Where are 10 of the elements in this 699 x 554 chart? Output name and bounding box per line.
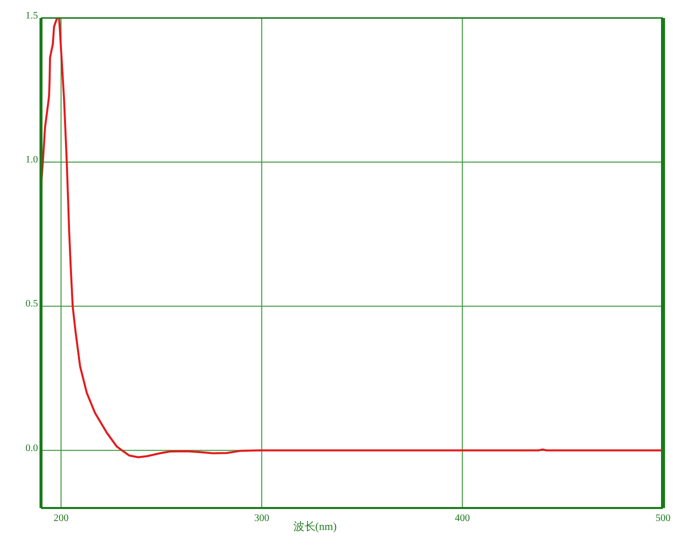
line-series [41,18,663,458]
x-tick-label: 400 [454,513,470,524]
x-axis-title: 波长(nm) [293,520,338,533]
y-tick-label: 1.0 [26,154,38,166]
y-tick-label: 1.5 [26,10,38,22]
x-tick-label: 300 [254,513,270,524]
x-tick-label: 500 [656,513,670,524]
y-tick-label: 0.0 [26,442,38,454]
y-tick-label: 0.5 [26,298,38,310]
x-tick-label: 200 [54,513,69,524]
